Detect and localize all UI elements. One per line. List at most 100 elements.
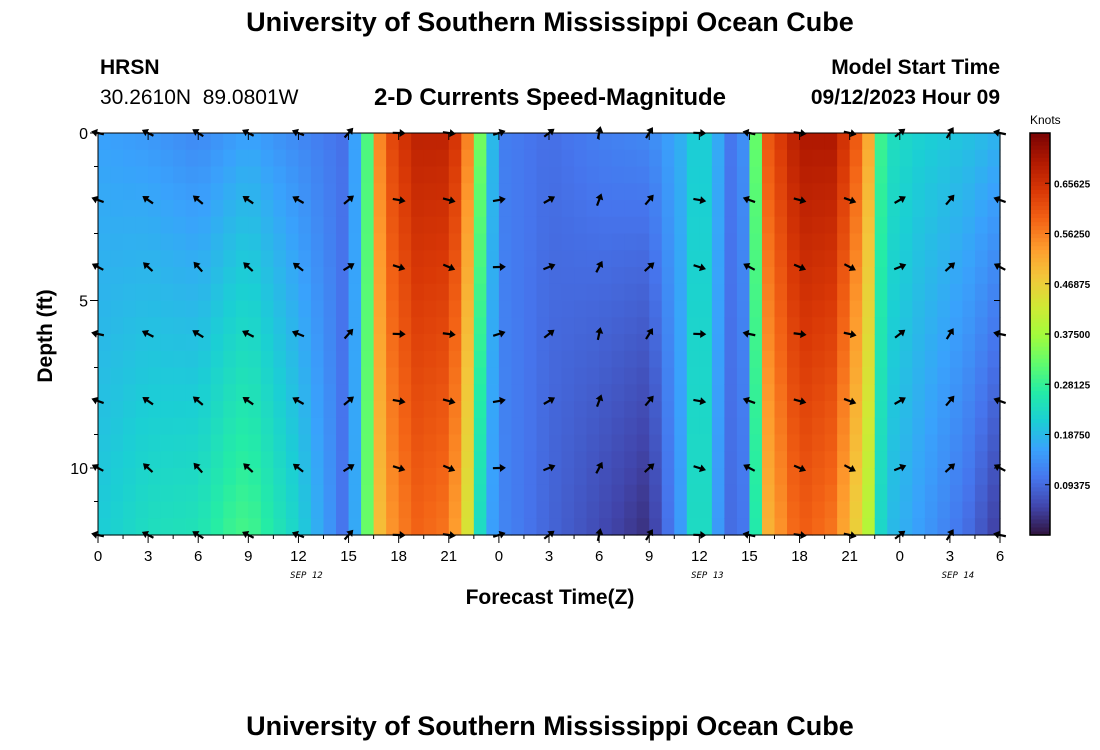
heatmap-cell: [110, 250, 124, 268]
heatmap-cell: [461, 300, 475, 318]
colorbar-segment: [1030, 205, 1050, 210]
heatmap-cell: [386, 417, 400, 436]
heatmap-cell: [98, 350, 112, 369]
heatmap-cell: [686, 283, 700, 302]
heatmap-cell: [298, 501, 312, 519]
heatmap-cell: [636, 518, 650, 536]
heatmap-cell: [411, 417, 425, 436]
heatmap-cell: [724, 317, 738, 335]
heatmap-cell: [273, 484, 287, 503]
colorbar-segment: [1030, 193, 1050, 198]
heatmap-cell: [436, 233, 450, 251]
colorbar-segment: [1030, 165, 1050, 170]
heatmap-cell: [235, 350, 249, 369]
heatmap-cell: [624, 518, 638, 536]
heatmap-cell: [874, 267, 888, 285]
heatmap-cell: [511, 501, 525, 519]
heatmap-cell: [185, 200, 199, 218]
heatmap-cell: [248, 384, 262, 402]
heatmap-cell: [824, 216, 838, 235]
heatmap-cell: [862, 267, 876, 285]
heatmap-cell: [849, 501, 863, 519]
heatmap-cell: [411, 451, 425, 469]
heatmap-cell: [699, 451, 713, 469]
heatmap-cell: [223, 183, 237, 201]
heatmap-cell: [473, 451, 487, 469]
heatmap-cell: [185, 417, 199, 436]
heatmap-cell: [536, 267, 550, 285]
heatmap-cell: [649, 216, 663, 235]
heatmap-cell: [937, 367, 951, 385]
heatmap-cell: [323, 267, 337, 285]
heatmap-cell: [436, 250, 450, 268]
heatmap-cell: [98, 468, 112, 486]
heatmap-cell: [924, 417, 938, 436]
heatmap-cell: [348, 468, 362, 486]
heatmap-cell: [285, 200, 300, 218]
heatmap-cell: [473, 216, 487, 235]
heatmap-cell: [636, 283, 650, 302]
heatmap-cell: [423, 200, 437, 218]
colorbar-segment: [1030, 398, 1050, 403]
current-vector-arrow: [342, 464, 355, 473]
heatmap-cell: [599, 300, 613, 318]
heatmap-cell: [486, 133, 500, 151]
current-vector-arrow: [242, 329, 255, 338]
heatmap-cell: [448, 334, 462, 352]
heatmap-cell: [611, 233, 625, 251]
heatmap-cell: [273, 166, 287, 184]
heatmap-cell: [649, 350, 663, 369]
heatmap-cell: [874, 350, 888, 369]
colorbar-segment: [1030, 466, 1050, 472]
heatmap-cell: [361, 216, 375, 235]
heatmap-cell: [160, 367, 174, 385]
heatmap-cell: [235, 133, 249, 151]
heatmap-cell: [736, 283, 751, 302]
heatmap-cell: [649, 133, 663, 151]
heatmap-cell: [624, 183, 638, 201]
heatmap-cell: [148, 300, 162, 318]
heatmap-cell: [461, 334, 475, 352]
heatmap-cell: [611, 216, 625, 235]
x-tick-label: 3: [946, 548, 954, 565]
heatmap-cell: [323, 183, 337, 201]
heatmap-cell: [248, 367, 262, 385]
heatmap-cell: [361, 468, 375, 486]
heatmap-cell: [599, 183, 613, 201]
colorbar-segment: [1030, 293, 1050, 299]
heatmap-cell: [336, 200, 350, 218]
heatmap-cell: [148, 250, 162, 268]
page-title: University of Southern Mississippi Ocean…: [246, 7, 854, 37]
heatmap-cell: [699, 200, 713, 218]
heatmap-cell: [98, 216, 112, 235]
heatmap-cell: [787, 250, 801, 268]
heatmap-cell: [611, 149, 625, 168]
heatmap-cell: [711, 367, 725, 385]
heatmap-cell: [899, 149, 913, 168]
heatmap-cell: [386, 401, 400, 419]
heatmap-cell: [148, 401, 162, 419]
heatmap-cell: [824, 367, 838, 385]
heatmap-cell: [624, 334, 638, 352]
heatmap-cell: [98, 250, 112, 268]
heatmap-cell: [736, 317, 751, 335]
heatmap-cell: [624, 384, 638, 402]
heatmap-cell: [912, 334, 926, 352]
heatmap-cell: [423, 267, 437, 285]
heatmap-cell: [674, 250, 688, 268]
heatmap-cell: [674, 200, 688, 218]
heatmap-cell: [849, 317, 863, 335]
heatmap-cell: [924, 233, 938, 251]
heatmap-cell: [574, 283, 588, 302]
heatmap-cell: [323, 200, 337, 218]
heatmap-cell: [586, 484, 600, 503]
heatmap-cell: [448, 417, 462, 436]
heatmap-cell: [686, 350, 700, 369]
current-vector-arrow: [893, 463, 907, 472]
heatmap-cell: [185, 468, 199, 486]
heatmap-cell: [937, 216, 951, 235]
heatmap-cell: [198, 149, 212, 168]
heatmap-cell: [486, 166, 500, 184]
heatmap-cell: [874, 367, 888, 385]
heatmap-cell: [711, 518, 725, 536]
